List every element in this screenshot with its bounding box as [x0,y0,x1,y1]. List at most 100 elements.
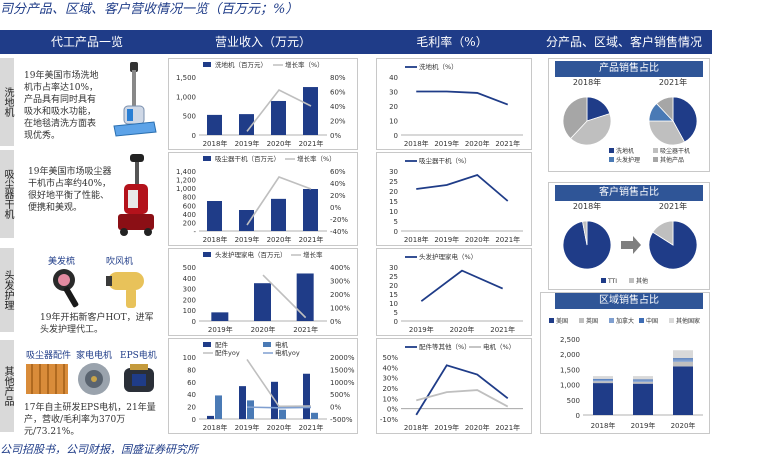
legend-label: 电机 [275,340,289,349]
y-tick-label: 50% [382,354,398,362]
x-tick-label: 2019年 [235,139,260,148]
y-tick-label: 15 [389,291,398,299]
row-label-hair: 头发护理 [0,248,14,332]
x-tick-label: 2019年 [409,325,434,334]
pie-slice [652,220,674,246]
bar [633,381,653,384]
margin-other-chart: -10% 0% 10% 20% 30% 40% 50% 2018年 2019年 2020年 2021… [376,338,532,434]
y2-tick-label: 20% [330,192,346,200]
y2-tick-label: 20% [330,118,346,126]
legend-label: 配件yoy [215,348,240,357]
y-tick-label: 1,000 [560,382,580,390]
legend-label: 美国 [556,317,568,325]
pie-slice [570,113,612,146]
y2-tick-label: 40% [330,103,346,111]
pie-year-label: 2021年 [659,77,687,87]
y-tick-label: 80 [187,366,196,374]
product-mix-panel: 产品销售占比 2018年 2021年 洗地机 吸尘器干机 头发护理 其他产品 [548,58,710,172]
margin-vacuum-chart: 0 5 10 15 20 25 30 2018年 2019年 2020年 2021年 吸尘器干机（%） [376,152,532,246]
bar [254,283,271,321]
legend-marker [609,318,614,323]
legend-marker [203,62,211,67]
y-tick-label: 1,500 [560,366,580,374]
x-tick-label: 2020年 [465,235,490,244]
eps-motor-image [118,360,160,398]
x-tick-label: 2019年 [208,325,233,334]
legend-label: 电机yoy [275,348,300,357]
x-tick-label: 2018年 [404,423,429,432]
x-tick-label: 2021年 [299,423,324,432]
x-tick-label: 2021年 [495,235,520,244]
legend-label: 配件等其他（%） [419,342,471,351]
page-title: 司分产品、区域、客户营收情况一览（百万元；%） [0,2,299,17]
y2-tick-label: -20% [330,216,348,224]
y2-tick-label: 200% [330,291,350,299]
y2-tick-label: 40% [330,180,346,188]
region-mix-panel: 区域销售占比 0 500 1,000 1,500 2,000 2,500 2018年 2019… [540,292,710,434]
bar [673,361,693,367]
pie-year-label: 2018年 [573,77,601,87]
y-tick-label: 0 [192,318,196,326]
legend-label: 增长率（%） [285,60,324,69]
legend-label: 电机（%） [483,342,515,351]
x-tick-label: 2019年 [434,235,459,244]
y-tick-label: 1,200 [176,177,196,185]
y2-tick-label: 300% [330,278,350,286]
x-tick-label: 2021年 [299,139,324,148]
hair-brush-image [50,266,90,310]
y-tick-label: 100 [183,354,196,362]
x-tick-label: 2021年 [490,325,515,334]
y2-tick-label: 0% [330,404,341,412]
y-tick-label: 40 [389,74,398,82]
x-tick-label: 2019年 [235,235,260,244]
y-tick-label: 0 [394,132,398,140]
y-tick-label: 5 [394,309,398,317]
hair-description: 19年开拓新客户HOT，进军头发护理代工。 [40,313,154,335]
y-tick-label: 20 [187,404,196,412]
series-line [416,90,509,106]
y-tick-label: 500 [183,264,196,272]
customer-mix-title: 客户销售占比 [555,185,703,201]
x-tick-label: 2020年 [267,423,292,432]
y-tick-label: 60 [187,379,196,387]
y-tick-label: 40% [382,364,398,372]
y-tick-label: 25 [389,273,398,281]
x-tick-label: 2019年 [235,423,260,432]
y-tick-label: 2,000 [560,351,580,359]
y-tick-label: 10 [389,300,398,308]
y-tick-label: -10% [380,416,398,424]
y-tick-label: 400 [183,275,196,283]
x-tick-label: 2019年 [434,423,459,432]
legend-label: 增长率（%） [297,154,336,163]
bar [303,189,318,231]
legend-marker [653,148,658,153]
legend-label: 吸尘器干机（%） [419,156,471,165]
bar [239,114,254,135]
y2-tick-label: 500% [330,391,350,399]
pie-slice [582,220,588,246]
bar [633,376,653,380]
y2-tick-label: 1500% [330,366,355,374]
legend-label: 头发护理家电（%） [419,252,477,261]
y-tick-label: 100 [183,307,196,315]
x-tick-label: 2021年 [293,325,318,334]
series-line [262,274,307,319]
bar [673,350,693,359]
revenue-hair-chart: 0 100 200 300 400 500 0% 100% 200% 300% 400% 2019年 2… [168,248,358,336]
bar [271,198,286,231]
header-revenue: 营业收入（万元） [214,35,311,49]
x-tick-label: 2020年 [465,423,490,432]
bar [207,201,222,231]
series-line [246,406,312,409]
x-tick-label: 2018年 [203,423,228,432]
series-line [246,359,312,408]
y2-tick-label: 2000% [330,354,355,362]
bar [207,114,222,135]
legend-marker [609,148,614,153]
bar [303,87,318,135]
hair-dryer-image [104,266,150,310]
y-tick-label: 0 [394,318,398,326]
legend-marker [203,342,211,347]
bar [633,380,653,382]
y-tick-label: 1,000 [176,93,196,101]
